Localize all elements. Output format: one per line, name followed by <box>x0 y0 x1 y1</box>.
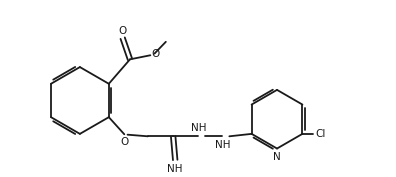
Text: Cl: Cl <box>316 129 326 139</box>
Text: O: O <box>118 26 127 36</box>
Text: O: O <box>152 49 160 59</box>
Text: NH: NH <box>190 123 206 133</box>
Text: O: O <box>120 137 129 147</box>
Text: N: N <box>273 152 281 162</box>
Text: NH: NH <box>215 140 230 150</box>
Text: NH: NH <box>168 164 183 174</box>
